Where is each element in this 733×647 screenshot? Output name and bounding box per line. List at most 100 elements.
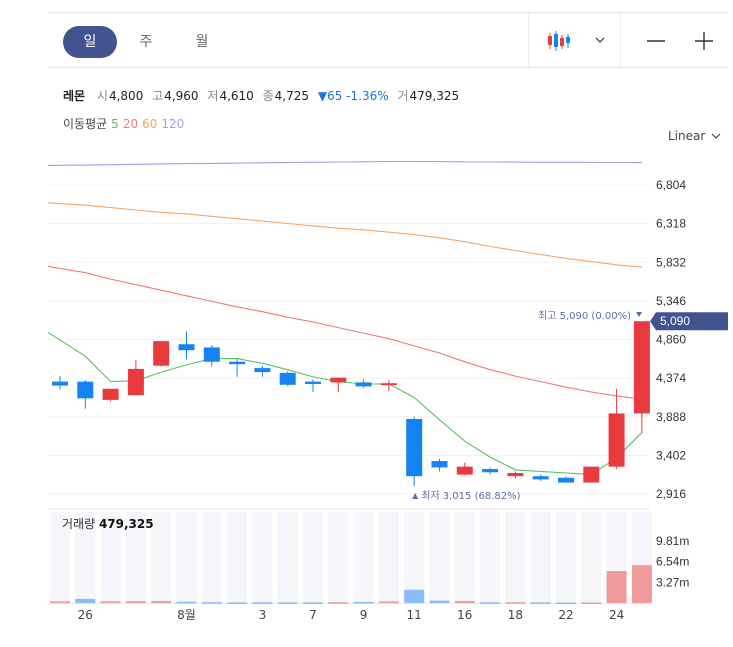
close-label: 종 bbox=[262, 89, 274, 103]
candle-body bbox=[558, 477, 574, 483]
toolbar-divider bbox=[620, 13, 621, 67]
volume-bar bbox=[176, 601, 197, 604]
volume-column-bg bbox=[75, 512, 96, 603]
low-label: 저 bbox=[207, 89, 219, 103]
y-tick-label: 3,888 bbox=[656, 410, 686, 424]
volume-bar bbox=[556, 602, 576, 605]
volume-bar bbox=[378, 601, 399, 603]
volume-column-bg bbox=[505, 512, 526, 603]
ma5-line bbox=[47, 331, 643, 476]
candle-body bbox=[482, 469, 499, 473]
volume-bar bbox=[227, 602, 248, 604]
stock-name: 레몬 bbox=[63, 89, 86, 103]
volume-bar bbox=[277, 602, 298, 604]
ma120-legend: 120 bbox=[161, 117, 185, 131]
volume-column-bg bbox=[429, 512, 450, 603]
volume-label: 거 bbox=[397, 89, 409, 103]
high-label: 고 bbox=[152, 89, 164, 103]
low-annotation: 최저 3,015 (68.82%) bbox=[421, 490, 520, 502]
volume-tick-label: 9.81m bbox=[656, 534, 689, 548]
volume-tick-label: 6.54m bbox=[656, 555, 689, 569]
volume-bar bbox=[631, 565, 652, 603]
candlestick-icon bbox=[548, 31, 570, 51]
high-marker bbox=[636, 312, 642, 317]
top-border bbox=[48, 12, 728, 13]
volume-column-bg bbox=[50, 512, 70, 603]
chevron-down-icon bbox=[711, 133, 721, 139]
volume-column-bg bbox=[581, 512, 602, 603]
scale-selector[interactable]: Linear bbox=[668, 129, 721, 143]
candle-body bbox=[330, 377, 347, 383]
volume-bar bbox=[581, 602, 602, 604]
volume-bar bbox=[303, 602, 323, 604]
x-tick-label: 7 bbox=[309, 608, 317, 622]
volume-column-bg bbox=[530, 512, 551, 603]
zoom-in-button[interactable] bbox=[693, 28, 715, 54]
volume-column-bg bbox=[353, 512, 374, 603]
x-tick-label: 26 bbox=[78, 608, 93, 622]
candle-body bbox=[608, 413, 625, 467]
ma5-legend: 5 bbox=[111, 117, 119, 131]
volume-bar bbox=[151, 601, 172, 603]
quote-summary: 레몬 시4,800 고4,960 저4,610 종4,725 ▼65 -1.36… bbox=[63, 87, 464, 104]
volume-bar bbox=[480, 602, 501, 604]
x-tick-label: 9 bbox=[360, 608, 368, 622]
y-tick-label: 4,860 bbox=[656, 333, 686, 347]
minus-icon bbox=[647, 40, 665, 42]
volume-bar bbox=[75, 598, 96, 603]
volume-bar bbox=[252, 602, 273, 604]
volume-bar bbox=[429, 600, 450, 603]
volume-column-bg bbox=[176, 512, 197, 603]
x-tick-label: 8월 bbox=[177, 608, 196, 622]
candle-body bbox=[102, 388, 119, 400]
x-tick-label: 18 bbox=[508, 608, 523, 622]
ma-legend-label: 이동평균 bbox=[63, 117, 108, 131]
ma60-legend: 60 bbox=[142, 117, 158, 131]
volume-bar bbox=[201, 602, 222, 604]
period-tabs: 일 주 월 bbox=[63, 26, 231, 58]
volume-column-bg bbox=[454, 512, 475, 603]
candle-body bbox=[203, 347, 220, 362]
volume-bar bbox=[454, 601, 475, 603]
volume-bar bbox=[50, 601, 70, 603]
low-marker bbox=[412, 493, 419, 499]
moving-average-legend: 이동평균 5 20 60 120 bbox=[63, 115, 188, 132]
volume-value: 479,325 bbox=[409, 89, 460, 103]
tab-daily[interactable]: 일 bbox=[63, 26, 117, 58]
candle-body bbox=[456, 466, 473, 475]
tab-weekly[interactable]: 주 bbox=[139, 34, 153, 50]
ma120-line bbox=[47, 160, 642, 166]
ma20-line bbox=[47, 265, 642, 400]
volume-column-bg bbox=[480, 512, 501, 603]
chart-type-button[interactable] bbox=[546, 28, 576, 54]
high-annotation: 최고 5,090 (0.00%) bbox=[538, 310, 631, 322]
tab-monthly[interactable]: 월 bbox=[195, 34, 209, 50]
candle-body bbox=[127, 368, 144, 396]
change-value: ▼65 bbox=[317, 89, 343, 103]
x-tick-label: 11 bbox=[407, 608, 422, 622]
candle-body bbox=[305, 381, 321, 385]
chart-type-dropdown[interactable] bbox=[593, 28, 607, 54]
y-tick-label: 4,374 bbox=[656, 371, 686, 385]
volume-column-bg bbox=[303, 512, 323, 603]
ma60-line bbox=[47, 202, 642, 268]
candle-body bbox=[153, 341, 170, 366]
candle-body bbox=[279, 372, 296, 385]
volume-column-bg bbox=[556, 512, 576, 603]
volume-tick-label: 3.27m bbox=[656, 575, 689, 589]
x-tick-label: 3 bbox=[259, 608, 267, 622]
y-tick-label: 5,832 bbox=[656, 255, 686, 269]
y-tick-label: 2,916 bbox=[656, 487, 686, 501]
close-value: 4,725 bbox=[274, 89, 310, 103]
y-tick-label: 3,402 bbox=[656, 448, 686, 462]
scale-label: Linear bbox=[668, 129, 706, 143]
ma20-legend: 20 bbox=[122, 117, 139, 131]
y-tick-label: 6,804 bbox=[656, 178, 686, 192]
volume-column-bg bbox=[201, 512, 222, 603]
zoom-out-button[interactable] bbox=[645, 28, 667, 54]
open-label: 시 bbox=[96, 89, 108, 103]
volume-column-bg bbox=[100, 512, 121, 603]
candle-body bbox=[380, 383, 397, 386]
volume-bar bbox=[328, 602, 349, 604]
